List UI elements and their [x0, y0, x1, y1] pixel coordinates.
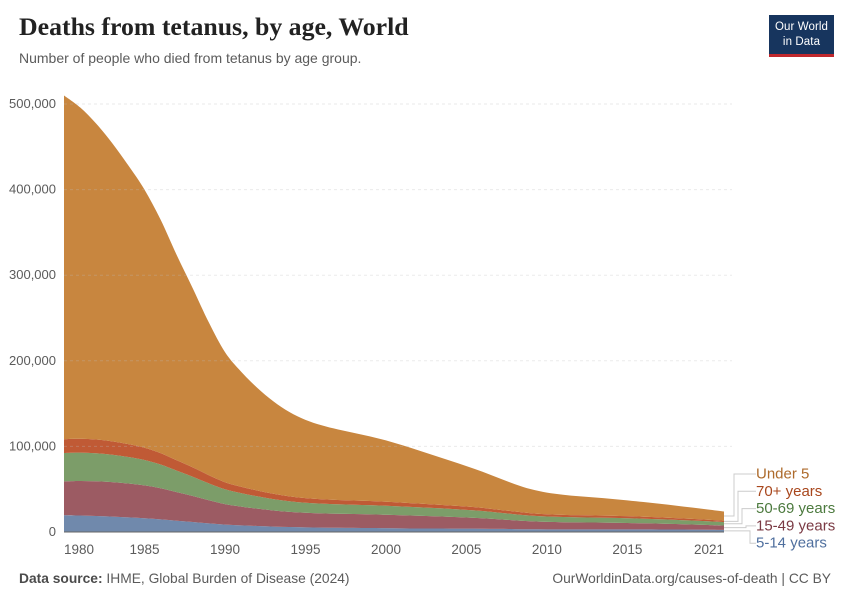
svg-text:Under 5: Under 5 — [756, 466, 809, 483]
svg-text:2000: 2000 — [371, 542, 401, 557]
svg-text:2021: 2021 — [694, 542, 724, 557]
svg-text:1995: 1995 — [290, 542, 320, 557]
svg-text:300,000: 300,000 — [9, 267, 56, 282]
svg-text:70+ years: 70+ years — [756, 483, 822, 500]
svg-text:15-49 years: 15-49 years — [756, 517, 835, 534]
svg-text:1985: 1985 — [129, 542, 159, 557]
svg-text:50-69 years: 50-69 years — [756, 500, 835, 517]
svg-text:400,000: 400,000 — [9, 182, 56, 197]
svg-text:500,000: 500,000 — [9, 96, 56, 111]
svg-text:100,000: 100,000 — [9, 438, 56, 453]
svg-text:2015: 2015 — [612, 542, 642, 557]
svg-text:1980: 1980 — [64, 542, 94, 557]
svg-text:0: 0 — [49, 524, 56, 539]
svg-text:2010: 2010 — [532, 542, 562, 557]
svg-text:2005: 2005 — [451, 542, 481, 557]
svg-text:5-14 years: 5-14 years — [756, 535, 827, 552]
svg-text:200,000: 200,000 — [9, 353, 56, 368]
svg-text:1990: 1990 — [210, 542, 240, 557]
